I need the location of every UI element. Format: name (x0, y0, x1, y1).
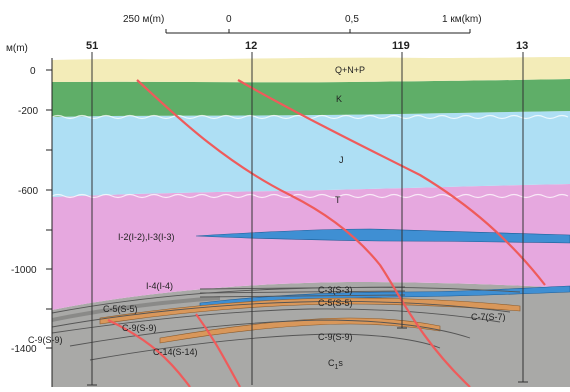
depth-unit-label: м(m) (6, 43, 28, 54)
scale-zero-label: 0 (226, 14, 232, 25)
well-labels: 51 12 119 13 (86, 40, 528, 52)
bedding-line (199, 286, 406, 290)
layer-labels: Q+N+P K J T C1s (328, 65, 365, 371)
bedding-line (51, 301, 511, 328)
scale-left-label: 250 м(m) (123, 14, 164, 25)
layer-k (52, 79, 570, 117)
well-label-51: 51 (86, 40, 98, 52)
well-label-119: 119 (392, 40, 410, 52)
scale-right-label: 1 км(km) (442, 14, 482, 25)
layer-t (52, 184, 570, 310)
depth-label-600: -600 (18, 186, 38, 197)
contact-j-t (51, 193, 569, 199)
bed-label-i4: I-4(I-4) (146, 281, 173, 291)
layer-qnp (52, 57, 570, 83)
bed-i2 (195, 228, 570, 244)
bed-label-c7: C-7(S-7) (471, 312, 506, 322)
bedding-line (89, 333, 441, 361)
scale-bar: 250 м(m) 0 0,5 1 км(km) (123, 14, 482, 34)
layer-j (52, 111, 570, 197)
bed-label-c5-left: C-5(S-5) (103, 304, 138, 314)
bed-label-c3: C-3(S-3) (318, 285, 353, 295)
bed-label-i2: I-2(I-2),I-3(I-3) (118, 232, 175, 242)
well-label-12: 12 (245, 40, 257, 52)
depth-label-1400: -1400 (11, 344, 37, 355)
beds (52, 228, 570, 344)
depth-axis: м(m) 0 -200 -600 -1000 -1400 (6, 43, 53, 387)
fault-line-3 (107, 319, 191, 388)
layer-label-qnp: Q+N+P (335, 65, 365, 75)
bedding-lines (51, 286, 521, 361)
layer-label-t: T (335, 195, 341, 205)
depth-label-1000: -1000 (11, 265, 37, 276)
depth-label-200: -200 (18, 106, 38, 117)
bed-label-c9-right: C-9(S-9) (318, 332, 353, 342)
bed-c7 (52, 296, 220, 322)
layer-label-j: J (339, 155, 344, 165)
wells (87, 52, 528, 386)
fault-line-2 (237, 79, 546, 286)
depth-label-0: 0 (30, 66, 36, 77)
bed-label-c9-mid: C-9(S-9) (122, 323, 157, 333)
bedding-line (51, 286, 521, 314)
bed-labels: I-2(I-2),I-3(I-3) I-4(I-4) C-3(S-3) C-5(… (28, 232, 506, 357)
fault-line-1 (136, 79, 471, 388)
layer-label-k: K (336, 94, 342, 104)
bedding-line (51, 308, 501, 334)
fault-line-4 (195, 313, 241, 388)
bedding-line (199, 290, 406, 294)
bedding-line (199, 294, 406, 298)
bed-label-c9-left: C-9(S-9) (28, 335, 63, 345)
layers (52, 57, 570, 387)
faults (107, 79, 546, 388)
bed-label-c5-right: C-5(S-5) (318, 298, 353, 308)
well-label-13: 13 (516, 40, 528, 52)
bedding-line (69, 319, 471, 347)
scale-mid-label: 0,5 (345, 14, 359, 25)
layer-label-c1s: C1s (328, 358, 343, 371)
bed-label-c14: C-14(S-14) (153, 347, 198, 357)
